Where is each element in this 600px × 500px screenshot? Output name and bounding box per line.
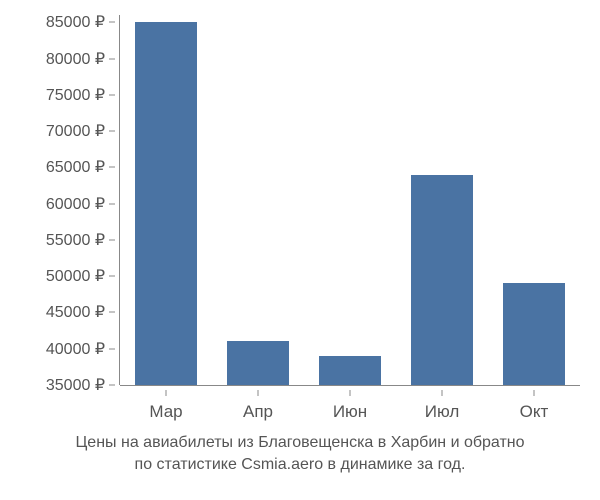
bar xyxy=(319,356,382,385)
bar xyxy=(227,341,290,385)
x-axis-line xyxy=(120,385,580,386)
y-tick-mark xyxy=(109,385,115,386)
y-tick-mark xyxy=(109,58,115,59)
y-tick-label: 75000 ₽ xyxy=(46,85,105,105)
y-tick-label: 55000 ₽ xyxy=(46,230,105,250)
x-tick-label: Июл xyxy=(425,402,460,422)
y-tick-label: 35000 ₽ xyxy=(46,375,105,395)
x-tick-label: Апр xyxy=(243,402,273,422)
y-tick-mark xyxy=(109,22,115,23)
y-tick-mark xyxy=(109,312,115,313)
y-tick-label: 45000 ₽ xyxy=(46,302,105,322)
x-tick-mark xyxy=(258,390,259,396)
caption-line-1: Цены на авиабилеты из Благовещенска в Ха… xyxy=(75,434,524,451)
y-tick-label: 50000 ₽ xyxy=(46,266,105,286)
y-tick-label: 80000 ₽ xyxy=(46,49,105,69)
bar xyxy=(135,22,198,385)
chart-caption: Цены на авиабилеты из Благовещенска в Ха… xyxy=(0,432,600,475)
x-tick-label: Мар xyxy=(149,402,182,422)
x-tick-label: Окт xyxy=(520,402,549,422)
price-chart: 35000 ₽ 40000 ₽ 45000 ₽ 50000 ₽ 55000 ₽ 60000… xyxy=(0,0,600,500)
y-axis: 35000 ₽40000 ₽45000 ₽50000 ₽55000 ₽60000… xyxy=(0,15,115,385)
y-tick-label: 40000 ₽ xyxy=(46,339,105,359)
y-tick-label: 85000 ₽ xyxy=(46,12,105,32)
y-tick-mark xyxy=(109,276,115,277)
x-tick-mark xyxy=(350,390,351,396)
x-axis: Мар Апр Июн Июл Окт xyxy=(120,390,580,430)
y-tick-mark xyxy=(109,167,115,168)
x-tick-mark xyxy=(534,390,535,396)
y-tick-mark xyxy=(109,203,115,204)
y-tick-label: 70000 ₽ xyxy=(46,121,105,141)
bar xyxy=(503,283,566,385)
x-tick-mark xyxy=(442,390,443,396)
plot-area xyxy=(120,15,580,385)
y-tick-mark xyxy=(109,94,115,95)
y-tick-mark xyxy=(109,348,115,349)
x-tick-label: Июн xyxy=(333,402,367,422)
y-tick-mark xyxy=(109,131,115,132)
x-tick-mark xyxy=(166,390,167,396)
y-tick-label: 65000 ₽ xyxy=(46,157,105,177)
y-tick-label: 60000 ₽ xyxy=(46,194,105,214)
caption-line-2: по статистике Csmia.aero в динамике за г… xyxy=(135,456,466,473)
bar xyxy=(411,175,474,385)
y-tick-mark xyxy=(109,239,115,240)
